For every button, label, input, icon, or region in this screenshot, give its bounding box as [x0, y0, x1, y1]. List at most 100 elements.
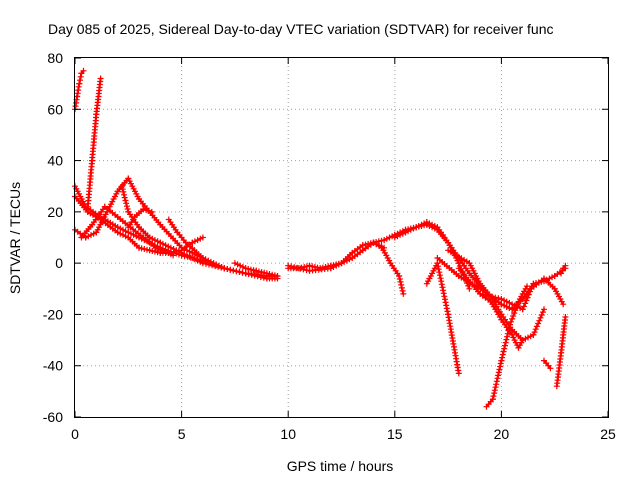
- data-point: [533, 323, 540, 330]
- data-point: [525, 291, 532, 298]
- x-tick-label: 20: [494, 426, 510, 442]
- data-point: [159, 240, 166, 247]
- data-point: [562, 314, 569, 320]
- data-point: [436, 272, 443, 279]
- data-point: [124, 206, 131, 212]
- data-point: [383, 235, 390, 242]
- data-series-s10: [231, 260, 281, 279]
- data-point: [77, 77, 83, 84]
- data-point: [75, 83, 82, 90]
- data-point: [560, 301, 567, 308]
- data-point: [227, 266, 234, 273]
- data-point: [399, 230, 406, 237]
- data-point: [335, 261, 342, 268]
- data-point: [146, 234, 153, 241]
- data-point: [154, 249, 161, 256]
- data-point: [248, 271, 255, 278]
- data-point: [541, 306, 547, 313]
- data-point: [233, 268, 240, 275]
- data-point: [523, 297, 530, 304]
- data-point: [88, 231, 94, 238]
- data-point: [537, 314, 544, 321]
- data-point: [122, 197, 129, 204]
- data-point: [125, 229, 132, 236]
- data-point: [207, 258, 214, 265]
- data-point: [381, 237, 388, 244]
- data-point: [76, 80, 83, 87]
- data-point: [527, 333, 534, 340]
- data-series-s13: [359, 239, 407, 297]
- data-point: [434, 260, 441, 267]
- data-point: [506, 299, 513, 306]
- x-axis-label: GPS time / hours: [287, 458, 394, 474]
- data-point: [398, 284, 405, 291]
- data-point: [399, 287, 406, 294]
- data-point: [498, 296, 505, 302]
- data-point: [502, 342, 508, 349]
- data-point: [242, 270, 249, 277]
- data-series-s8: [125, 206, 155, 231]
- data-point: [130, 231, 137, 238]
- data-point: [429, 221, 436, 228]
- x-tick-label: 0: [71, 426, 79, 442]
- data-point: [145, 208, 152, 214]
- y-tick-label: 20: [47, 204, 63, 220]
- plot-frame: [74, 57, 609, 418]
- data-point: [285, 262, 292, 269]
- data-point: [466, 285, 473, 292]
- data-point: [253, 267, 260, 274]
- data-point: [426, 220, 433, 227]
- data-point: [245, 265, 252, 272]
- data-point: [303, 267, 310, 274]
- data-point: [114, 224, 121, 231]
- data-point: [508, 318, 514, 325]
- data-point: [535, 320, 542, 327]
- data-series-s21: [541, 357, 554, 372]
- y-tick-label: 80: [47, 50, 63, 66]
- data-point: [519, 337, 526, 344]
- data-point: [490, 393, 497, 400]
- data-point: [538, 312, 545, 318]
- data-point: [221, 265, 228, 272]
- data-point: [123, 200, 130, 207]
- data-point: [85, 233, 92, 240]
- data-point: [97, 75, 104, 82]
- data-point: [122, 228, 129, 235]
- data-point: [186, 253, 193, 260]
- data-series-s22: [553, 314, 569, 390]
- data-point: [231, 260, 238, 267]
- data-point: [438, 281, 445, 288]
- data-point: [539, 309, 546, 316]
- data-point: [510, 313, 517, 319]
- chart-title: Day 085 of 2025, Sidereal Day-to-day VTE…: [48, 21, 554, 37]
- data-point: [391, 234, 398, 241]
- data-point: [167, 244, 174, 251]
- data-point: [511, 310, 518, 317]
- data-point: [257, 274, 264, 281]
- data-point: [141, 246, 148, 252]
- data-point: [503, 298, 510, 305]
- data-point: [162, 242, 169, 249]
- data-point: [500, 348, 507, 355]
- data-point: [520, 303, 527, 310]
- data-point: [143, 207, 150, 214]
- data-point: [183, 252, 190, 259]
- data-point: [513, 304, 520, 311]
- data-point: [294, 264, 301, 271]
- data-point: [415, 223, 422, 229]
- data-point: [503, 336, 510, 343]
- data-point: [194, 257, 201, 264]
- data-point: [330, 264, 337, 270]
- data-point: [236, 268, 243, 275]
- data-point: [288, 263, 295, 270]
- data-point: [186, 248, 193, 255]
- data-point: [492, 294, 499, 301]
- data-point: [502, 339, 509, 346]
- data-point: [413, 224, 420, 231]
- data-point: [512, 307, 519, 314]
- data-point: [489, 293, 496, 300]
- data-point: [224, 266, 231, 272]
- data-point: [397, 278, 404, 285]
- y-tick-label: -40: [43, 358, 63, 374]
- data-point: [421, 220, 428, 227]
